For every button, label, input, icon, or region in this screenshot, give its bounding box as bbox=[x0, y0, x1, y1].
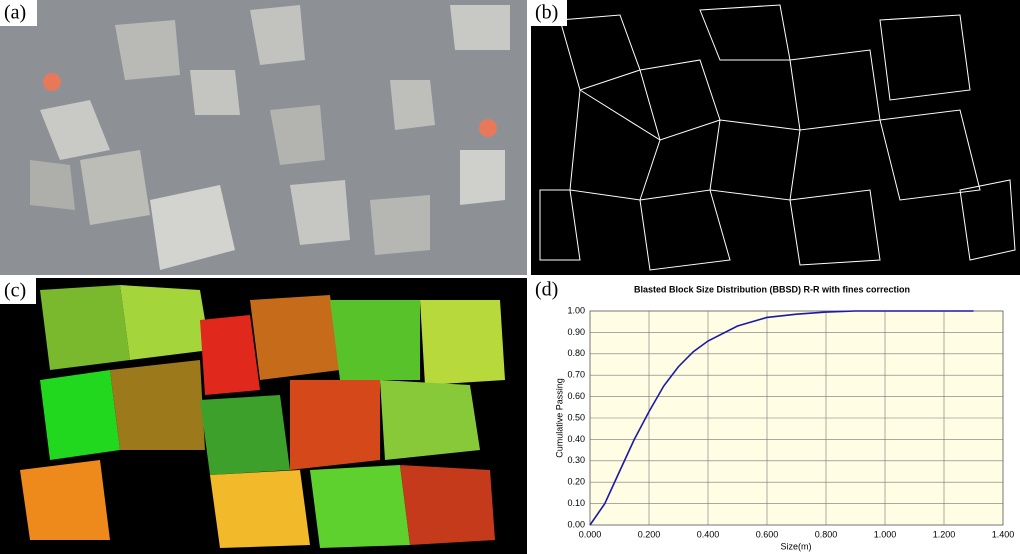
panel-label: (d) bbox=[535, 279, 558, 301]
x-tick-label: 0.400 bbox=[697, 529, 720, 539]
x-tick-label: 0.000 bbox=[579, 529, 602, 539]
y-tick-label: 0.70 bbox=[567, 370, 585, 380]
rock-photo bbox=[0, 0, 527, 275]
x-tick-label: 1.400 bbox=[992, 529, 1015, 539]
x-tick-label: 0.800 bbox=[815, 529, 838, 539]
y-tick-label: 0.30 bbox=[567, 455, 585, 465]
segmentation-map bbox=[0, 278, 527, 554]
y-tick-label: 0.40 bbox=[567, 434, 585, 444]
x-tick-label: 1.000 bbox=[874, 529, 897, 539]
x-tick-label: 0.600 bbox=[756, 529, 779, 539]
y-tick-label: 0.90 bbox=[567, 327, 585, 337]
y-tick-label: 0.20 bbox=[567, 477, 585, 487]
y-tick-label: 0.10 bbox=[567, 498, 585, 508]
figure: (a) (b) (c) (d) Blasted Block Size Distr… bbox=[0, 0, 1020, 554]
x-tick-label: 0.200 bbox=[638, 529, 661, 539]
y-tick-label: 1.00 bbox=[567, 305, 585, 315]
panel-label: (b) bbox=[535, 2, 558, 24]
y-tick-label: 0.60 bbox=[567, 391, 585, 401]
y-tick-label: 0.00 bbox=[567, 519, 585, 529]
edge-map bbox=[531, 0, 1020, 275]
chart-title: Blasted Block Size Distribution (BBSD) R… bbox=[634, 284, 910, 294]
x-axis-label: Size(m) bbox=[781, 541, 812, 551]
y-tick-label: 0.50 bbox=[567, 412, 585, 422]
panel-label: (a) bbox=[4, 2, 26, 24]
y-tick-label: 0.80 bbox=[567, 348, 585, 358]
panel-label: (c) bbox=[4, 280, 26, 302]
y-axis-label: Cumulative Passing bbox=[554, 378, 564, 458]
x-tick-label: 1.200 bbox=[933, 529, 956, 539]
